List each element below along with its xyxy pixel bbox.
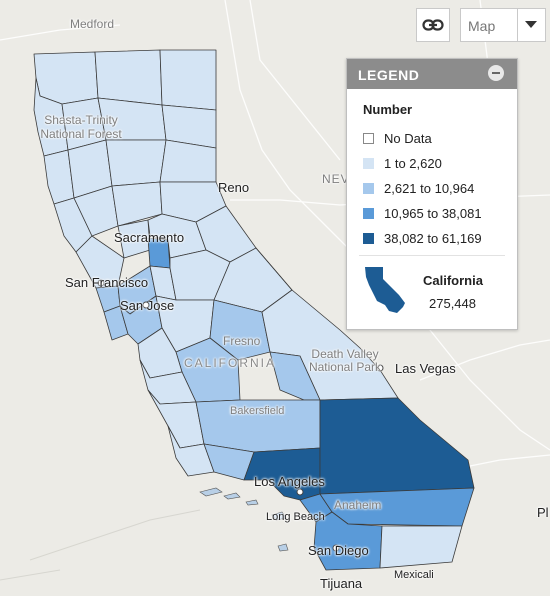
legend-item: 1 to 2,620 bbox=[363, 155, 442, 171]
legend-swatch bbox=[363, 157, 374, 169]
label-los-angeles: Los Angeles bbox=[254, 474, 325, 489]
legend-item-label: No Data bbox=[384, 130, 432, 146]
minus-icon bbox=[492, 72, 500, 74]
label-medford: Medford bbox=[70, 17, 115, 31]
label-san-francisco: San Francisco bbox=[65, 275, 149, 290]
legend-swatch bbox=[363, 182, 374, 194]
link-icon bbox=[422, 19, 444, 31]
label-san-diego: San Diego bbox=[308, 543, 369, 558]
label-fresno: Fresno bbox=[223, 334, 261, 348]
legend-collapse-button[interactable] bbox=[488, 65, 504, 81]
label-reno: Reno bbox=[218, 180, 250, 195]
legend-divider bbox=[359, 255, 505, 256]
label-state: CALIFORNIA bbox=[184, 356, 277, 370]
legend-item: 38,082 to 61,169 bbox=[363, 230, 482, 246]
label-las-vegas: Las Vegas bbox=[395, 361, 456, 376]
legend-panel: LEGEND Number No Data 1 to 2,620 2,621 t… bbox=[346, 58, 518, 330]
select-divider bbox=[517, 9, 518, 41]
legend-item-label: 38,082 to 61,169 bbox=[384, 230, 482, 246]
label-mexicali: Mexicali bbox=[394, 569, 434, 581]
legend-item-label: 10,965 to 38,081 bbox=[384, 205, 482, 221]
legend-item-label: 2,621 to 10,964 bbox=[384, 180, 475, 196]
label-bakersfield: Bakersfield bbox=[230, 405, 285, 417]
label-sacramento: Sacramento bbox=[114, 230, 185, 245]
legend-swatch bbox=[363, 232, 374, 244]
legend-item-label: 1 to 2,620 bbox=[384, 155, 442, 171]
legend-title: LEGEND bbox=[358, 67, 420, 83]
label-forest: Shasta-Trinity National Forest bbox=[40, 113, 122, 141]
label-death-valley: Death Valley National Park bbox=[308, 347, 382, 374]
legend-state-value: 275,448 bbox=[429, 296, 476, 311]
label-nev: NEV bbox=[322, 172, 350, 186]
label-san-jose: San Jose bbox=[120, 298, 175, 313]
california-shape-icon bbox=[365, 267, 405, 313]
map-type-value: Map bbox=[468, 18, 496, 34]
label-edge: Pl bbox=[537, 505, 549, 520]
legend-item: No Data bbox=[363, 130, 432, 146]
chevron-down-icon bbox=[525, 21, 537, 28]
label-long-beach: Long Beach bbox=[266, 511, 325, 523]
legend-item: 2,621 to 10,964 bbox=[363, 180, 474, 196]
legend-swatch bbox=[363, 132, 374, 144]
label-tijuana: Tijuana bbox=[320, 576, 363, 591]
share-link-button[interactable] bbox=[416, 8, 450, 42]
legend-item: 10,965 to 38,081 bbox=[363, 205, 482, 221]
map-type-select[interactable]: Map bbox=[460, 8, 546, 42]
legend-header: LEGEND bbox=[347, 59, 517, 89]
label-anaheim: Anaheim bbox=[334, 498, 382, 512]
legend-state-name: California bbox=[423, 273, 483, 288]
legend-swatch bbox=[363, 207, 374, 219]
legend-heading: Number bbox=[363, 102, 413, 117]
